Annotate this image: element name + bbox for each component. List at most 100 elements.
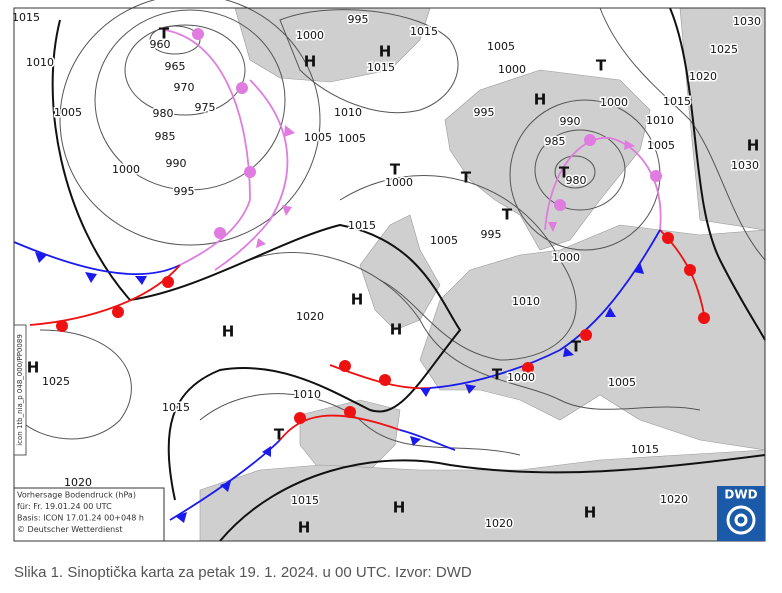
isobar-label: 1020	[660, 493, 688, 506]
pressure-center: H	[27, 359, 40, 377]
pressure-center: T	[502, 206, 513, 224]
occluded-symbols	[192, 28, 662, 248]
isobar-label: 970	[174, 81, 195, 94]
pressure-center: H	[584, 504, 597, 522]
legend-line: Basis: ICON 17.01.24 00+048 h	[17, 514, 144, 523]
pressure-center: H	[390, 321, 403, 339]
isobar-1015	[669, 7, 766, 341]
fronts	[13, 28, 710, 523]
isobar-label: 1000	[112, 163, 140, 176]
isobar	[339, 175, 577, 361]
side-box	[13, 324, 27, 456]
isobar-label: 1005	[647, 139, 675, 152]
isobar-label: 960	[150, 38, 171, 51]
isobar-label: 1005	[430, 234, 458, 247]
legend-line: © Deutscher Wetterdienst	[17, 525, 123, 534]
isobar	[199, 393, 521, 456]
isobar-label: 1010	[293, 388, 321, 401]
legend-box	[13, 487, 165, 542]
isobar-label: 1015	[410, 25, 438, 38]
isobar-label: 975	[195, 101, 216, 114]
logo-swirl	[734, 513, 748, 527]
isobar-label: 1020	[689, 70, 717, 83]
map-frame	[13, 7, 766, 542]
isobar-label: 995	[174, 185, 195, 198]
isobar-label: 1010	[26, 56, 54, 69]
pressure-center: T	[571, 338, 582, 356]
isobar-label: 1030	[733, 15, 761, 28]
labels: 1015 995 1015 1030 960 1000 1010 965 1015 1005 102…	[11, 10, 763, 537]
isobar-label: 1010	[646, 114, 674, 127]
cold-front	[429, 229, 661, 389]
pressure-center: H	[747, 137, 760, 155]
warm-symbols	[56, 232, 710, 424]
isobar	[94, 9, 286, 191]
isobar-label: 1020	[296, 310, 324, 323]
cold-front	[13, 241, 181, 275]
isobar	[554, 155, 596, 189]
pressure-center: H	[222, 323, 235, 341]
pressure-center: T	[390, 161, 401, 179]
isobar-label: 1005	[304, 131, 332, 144]
isobar	[279, 9, 459, 114]
pressure-center: H	[534, 91, 547, 109]
isobar	[19, 329, 132, 440]
land	[199, 7, 766, 542]
pressure-center: T	[274, 426, 285, 444]
side-text: icon 1tb_nia_p 048_000/PP0089	[16, 334, 24, 446]
legend: Vorhersage Bodendruck (hPa) für: Fr. 19.0…	[17, 491, 144, 535]
caption: Slika 1. Sinoptička karta za petak 19. 1…	[14, 564, 472, 581]
isobar-label: 1010	[334, 106, 362, 119]
isobar	[599, 7, 766, 261]
pressure-center: H	[379, 43, 392, 61]
scandinavia	[444, 69, 651, 251]
pressure-center: H	[351, 291, 364, 309]
pressure-center: T	[559, 164, 570, 182]
isobar-label: 1015	[367, 61, 395, 74]
isobar	[534, 129, 626, 211]
isobar-label: 1015	[12, 11, 40, 24]
isobar-label: 985	[545, 135, 566, 148]
cold-symbols	[35, 252, 644, 523]
isobar-1015	[219, 454, 766, 542]
isobar-label: 1000	[296, 29, 324, 42]
greenland	[234, 7, 431, 83]
pressure-center: H	[304, 53, 317, 71]
isobars	[19, 0, 766, 542]
isobar-label: 1025	[42, 375, 70, 388]
isobar-label: 1015	[291, 494, 319, 507]
isobar-label: 1005	[54, 106, 82, 119]
isobar-label: 1000	[385, 176, 413, 189]
britain	[359, 214, 441, 331]
isobar-label: 980	[566, 174, 587, 187]
isobar-label: 1015	[631, 443, 659, 456]
legend-line: für: Fr. 19.01.24 00 UTC	[17, 502, 112, 511]
isobar-label: 1000	[507, 371, 535, 384]
isobar-label: 1015	[162, 401, 190, 414]
isobar-label: 980	[153, 107, 174, 120]
isobar-label: 995	[481, 228, 502, 241]
pressure-center: T	[461, 169, 472, 187]
isobar-label: 1020	[485, 517, 513, 530]
isobar-label: 1005	[608, 376, 636, 389]
isobar-label: 1005	[487, 40, 515, 53]
isobar-label: 990	[560, 115, 581, 128]
isobar-label: 1005	[338, 132, 366, 145]
pressure-center: T	[492, 366, 503, 384]
pressure-center: T	[596, 57, 607, 75]
occluded-front	[214, 79, 289, 271]
isobar	[124, 24, 246, 116]
legend-line: Vorhersage Bodendruck (hPa)	[17, 491, 136, 500]
cold-front	[169, 439, 281, 521]
isobar	[59, 0, 321, 246]
isobar-label: 995	[348, 13, 369, 26]
cold-front	[399, 429, 456, 451]
logo-swirl	[726, 505, 756, 535]
isobar	[249, 252, 701, 411]
pressure-center: H	[298, 519, 311, 537]
weather-map: 1015 995 1015 1030 960 1000 1010 965 1015 1005 102…	[11, 0, 766, 542]
pressure-center: H	[393, 499, 406, 517]
isobar-label: 1010	[512, 295, 540, 308]
pressure-center: T	[159, 25, 170, 43]
